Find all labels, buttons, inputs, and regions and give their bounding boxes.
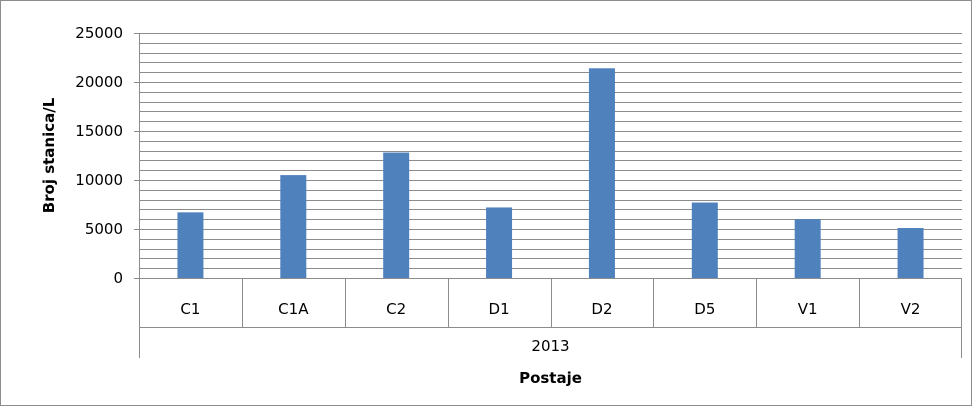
y-axis-title: Broj stanica/L	[40, 97, 58, 213]
y-tick-label: 25000	[75, 24, 123, 42]
bar-c1	[177, 212, 204, 278]
y-tick-label: 0	[113, 269, 123, 287]
x-tick-label: D2	[591, 300, 612, 318]
bar-d5	[691, 202, 718, 278]
bars	[177, 68, 924, 278]
y-tick-label: 10000	[75, 171, 123, 189]
bar-c1a	[280, 175, 307, 278]
x-axis-title: Postaje	[519, 369, 582, 387]
grid-lines	[139, 33, 962, 269]
x-tick-label: D1	[489, 300, 510, 318]
y-tick-label: 5000	[85, 220, 123, 238]
bar-d1	[486, 207, 513, 278]
x-tick-labels: C1 C1A C2 D1 D2 D5 V1 V2	[180, 300, 920, 318]
y-tick-label: 15000	[75, 122, 123, 140]
bar-c2	[383, 152, 410, 278]
x-tick-label: V2	[901, 300, 921, 318]
bar-v1	[794, 219, 821, 278]
x-group-label: 2013	[531, 337, 569, 355]
bar-d2	[588, 68, 615, 278]
x-tick-label: C2	[386, 300, 406, 318]
y-tick-labels: 0 5000 10000 15000 20000 25000	[75, 24, 123, 287]
y-tick-label: 20000	[75, 73, 123, 91]
x-tick-label: C1A	[278, 300, 309, 318]
axes	[134, 33, 962, 358]
x-tick-label: V1	[798, 300, 818, 318]
x-tick-label: C1	[180, 300, 200, 318]
bar-v2	[897, 228, 924, 278]
x-tick-label: D5	[694, 300, 715, 318]
